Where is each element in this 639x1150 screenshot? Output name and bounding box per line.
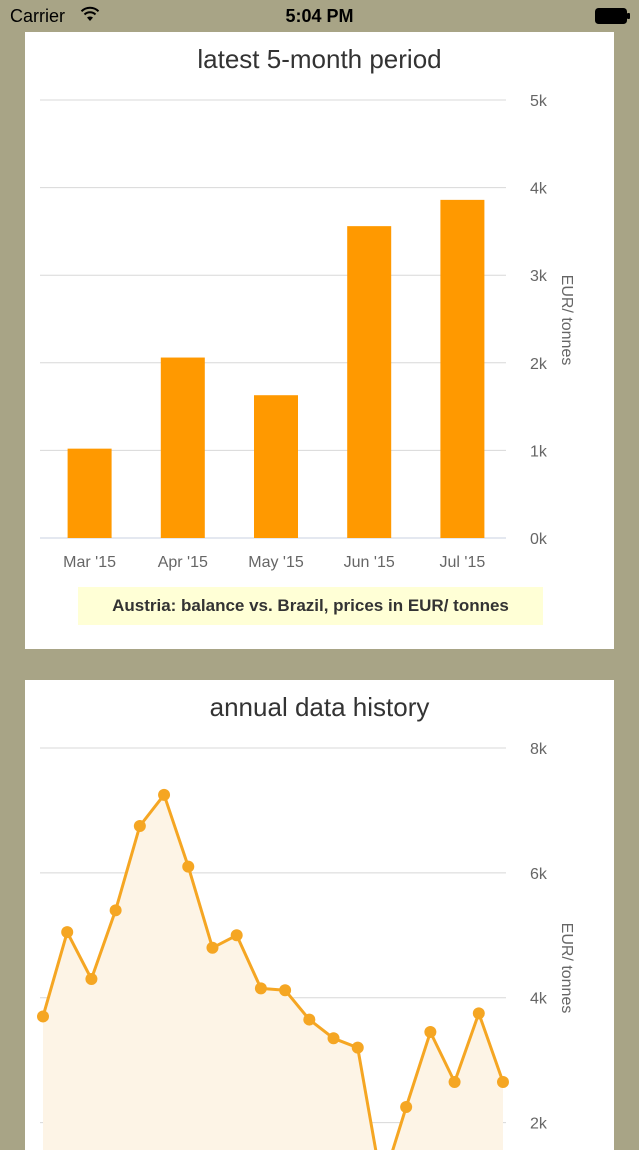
bar-chart-y-axis-label: EUR/ tonnes: [558, 275, 575, 366]
y-tick-label: 8k: [530, 741, 548, 758]
battery-icon: [595, 8, 630, 24]
y-tick-label: 1k: [530, 443, 548, 460]
data-point: [327, 1032, 340, 1045]
data-point: [109, 904, 122, 917]
bar-chart-card: latest 5-month period Mar '15 Apr '15 May …: [25, 32, 614, 649]
data-point: [85, 972, 98, 985]
data-point: [279, 984, 292, 997]
data-point: [424, 1026, 437, 1039]
y-tick-label: 4k: [530, 181, 548, 198]
bar-chart: Mar '15 Apr '15 May '15 Jun '15 Jul '15 0k 1k…: [40, 93, 575, 571]
carrier-label: Carrier: [10, 6, 66, 26]
bar: [67, 448, 112, 538]
data-point: [61, 926, 74, 939]
status-bar: Carrier 5:04 PM: [0, 0, 639, 32]
y-tick-label: 0k: [530, 531, 548, 548]
data-point: [303, 1013, 316, 1026]
y-tick-label: 2k: [530, 1116, 548, 1133]
data-point: [133, 820, 146, 833]
x-tick-label: May '15: [248, 554, 304, 571]
data-point: [158, 788, 171, 801]
data-point: [206, 941, 219, 954]
data-point: [37, 1010, 49, 1023]
x-tick-label: Apr '15: [158, 554, 208, 571]
data-point: [400, 1100, 413, 1113]
y-tick-label: 4k: [530, 991, 548, 1008]
x-tick-label: Jun '15: [344, 554, 395, 571]
x-tick-label: Mar '15: [63, 554, 116, 571]
data-point: [254, 982, 267, 995]
x-tick-label: Jul '15: [440, 554, 486, 571]
area-chart-card: annual data history 2k 4k 6k 8k EUR/ tonnes: [25, 680, 614, 1150]
y-tick-label: 6k: [530, 866, 548, 883]
area-fill: [43, 794, 503, 1150]
data-point: [230, 929, 243, 942]
series-line: [41, 793, 505, 1150]
area-chart-title: annual data history: [209, 692, 430, 722]
y-tick-label: 3k: [530, 268, 548, 285]
clock: 5:04 PM: [285, 6, 354, 26]
bar: [440, 199, 485, 538]
data-point: [497, 1075, 509, 1088]
bar: [347, 226, 392, 539]
area-chart-y-axis-label: EUR/ tonnes: [558, 923, 575, 1014]
bar: [254, 395, 298, 538]
y-tick-label: 5k: [530, 93, 548, 110]
wifi-icon: [80, 6, 100, 21]
data-point: [472, 1007, 485, 1020]
bar: [160, 357, 205, 538]
bar-chart-title: latest 5-month period: [197, 44, 442, 74]
area-chart: 2k 4k 6k 8k EUR/ tonnes: [37, 741, 575, 1150]
data-point: [182, 860, 195, 873]
chart-caption: Austria: balance vs. Brazil, prices in E…: [78, 587, 543, 625]
data-point: [351, 1041, 364, 1054]
y-tick-label: 2k: [530, 356, 548, 373]
data-point: [448, 1075, 461, 1088]
